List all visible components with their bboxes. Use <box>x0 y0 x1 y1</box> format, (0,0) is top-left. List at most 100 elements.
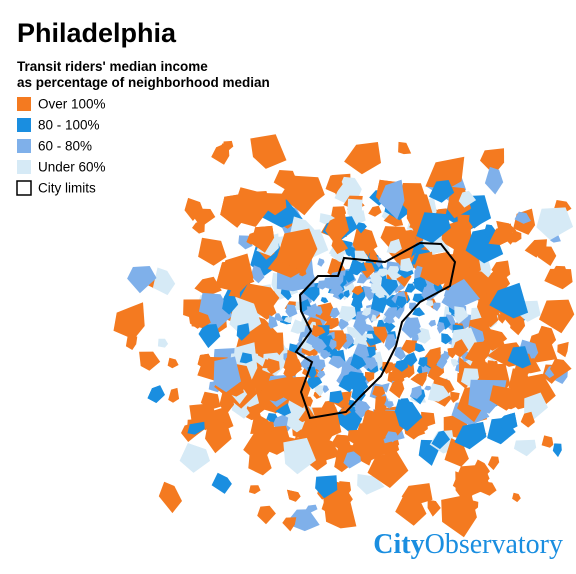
tract <box>315 475 338 499</box>
tract <box>113 302 145 340</box>
tract <box>275 403 291 416</box>
tract <box>384 334 397 351</box>
tract <box>205 416 232 454</box>
tract <box>329 307 341 319</box>
tract <box>425 300 434 307</box>
tract <box>215 259 255 291</box>
tract <box>484 224 496 239</box>
tract <box>238 283 280 319</box>
tract <box>283 437 316 475</box>
tract <box>384 401 394 409</box>
tract <box>287 489 301 502</box>
tract <box>320 349 332 360</box>
tract <box>447 347 456 359</box>
tract <box>431 430 451 450</box>
tract <box>350 353 367 370</box>
legend: Over 100% 80 - 100% 60 - 80% Under 60% City … <box>16 97 106 196</box>
tract <box>365 371 375 383</box>
tract <box>229 296 262 337</box>
logo: CityObservatory <box>373 529 563 560</box>
tract <box>496 412 518 432</box>
tract <box>344 142 381 175</box>
tract <box>314 385 325 397</box>
tract <box>441 493 477 538</box>
legend-swatch <box>17 118 31 132</box>
tract <box>418 357 428 368</box>
tract <box>351 285 364 296</box>
tract <box>369 272 384 288</box>
tract <box>317 258 325 267</box>
tract <box>477 288 497 315</box>
tract <box>520 411 535 428</box>
subtitle: Transit riders' median income <box>17 59 208 74</box>
tract <box>414 276 427 294</box>
tract <box>337 481 351 499</box>
tract <box>384 440 400 457</box>
tract <box>248 451 272 476</box>
tract <box>544 268 573 290</box>
tract <box>338 305 357 323</box>
tract <box>454 306 469 324</box>
tract <box>398 141 412 155</box>
tract <box>326 500 341 520</box>
tract <box>367 450 409 488</box>
tract <box>211 472 232 494</box>
tract <box>260 420 275 435</box>
tract <box>316 370 326 379</box>
tract <box>472 459 490 480</box>
tract <box>331 434 351 452</box>
tract <box>489 385 516 411</box>
tract <box>147 385 165 403</box>
tract <box>451 339 469 358</box>
tract <box>331 235 349 255</box>
tract <box>378 179 405 220</box>
tract <box>376 268 391 277</box>
tract <box>441 279 481 311</box>
tract <box>389 378 405 399</box>
tract <box>427 499 441 517</box>
tract <box>157 338 169 348</box>
legend-swatch <box>17 97 31 111</box>
city-limits <box>294 241 457 420</box>
tract <box>437 321 445 334</box>
tract <box>197 353 215 368</box>
tract <box>455 471 478 504</box>
tract <box>395 295 407 309</box>
tract <box>325 175 343 194</box>
tract <box>487 456 500 471</box>
tract <box>484 166 504 195</box>
tract <box>139 351 161 371</box>
tract <box>370 293 387 314</box>
tract <box>480 148 505 175</box>
tract <box>404 283 416 293</box>
tract <box>507 346 532 369</box>
tract <box>351 297 363 310</box>
tract <box>372 385 386 398</box>
tract <box>353 329 367 349</box>
tracts <box>113 134 575 538</box>
tract <box>251 225 275 253</box>
tract <box>276 228 318 273</box>
tract <box>383 307 398 321</box>
legend-label: Over 100% <box>38 97 106 112</box>
tract <box>306 376 323 390</box>
tract <box>535 325 556 350</box>
tract <box>401 316 422 339</box>
tract <box>348 399 356 407</box>
tract <box>250 265 265 284</box>
tract <box>351 421 388 462</box>
tract <box>512 492 521 503</box>
tract <box>341 289 350 298</box>
tract <box>464 341 488 363</box>
tract <box>361 307 372 317</box>
tract <box>268 315 278 329</box>
tract <box>365 333 374 339</box>
tract <box>468 207 489 229</box>
logo-light: Observatory <box>425 529 563 560</box>
tract <box>328 355 347 369</box>
tract <box>213 356 241 393</box>
tract <box>488 223 511 245</box>
tract <box>401 339 417 354</box>
tract <box>370 314 378 321</box>
